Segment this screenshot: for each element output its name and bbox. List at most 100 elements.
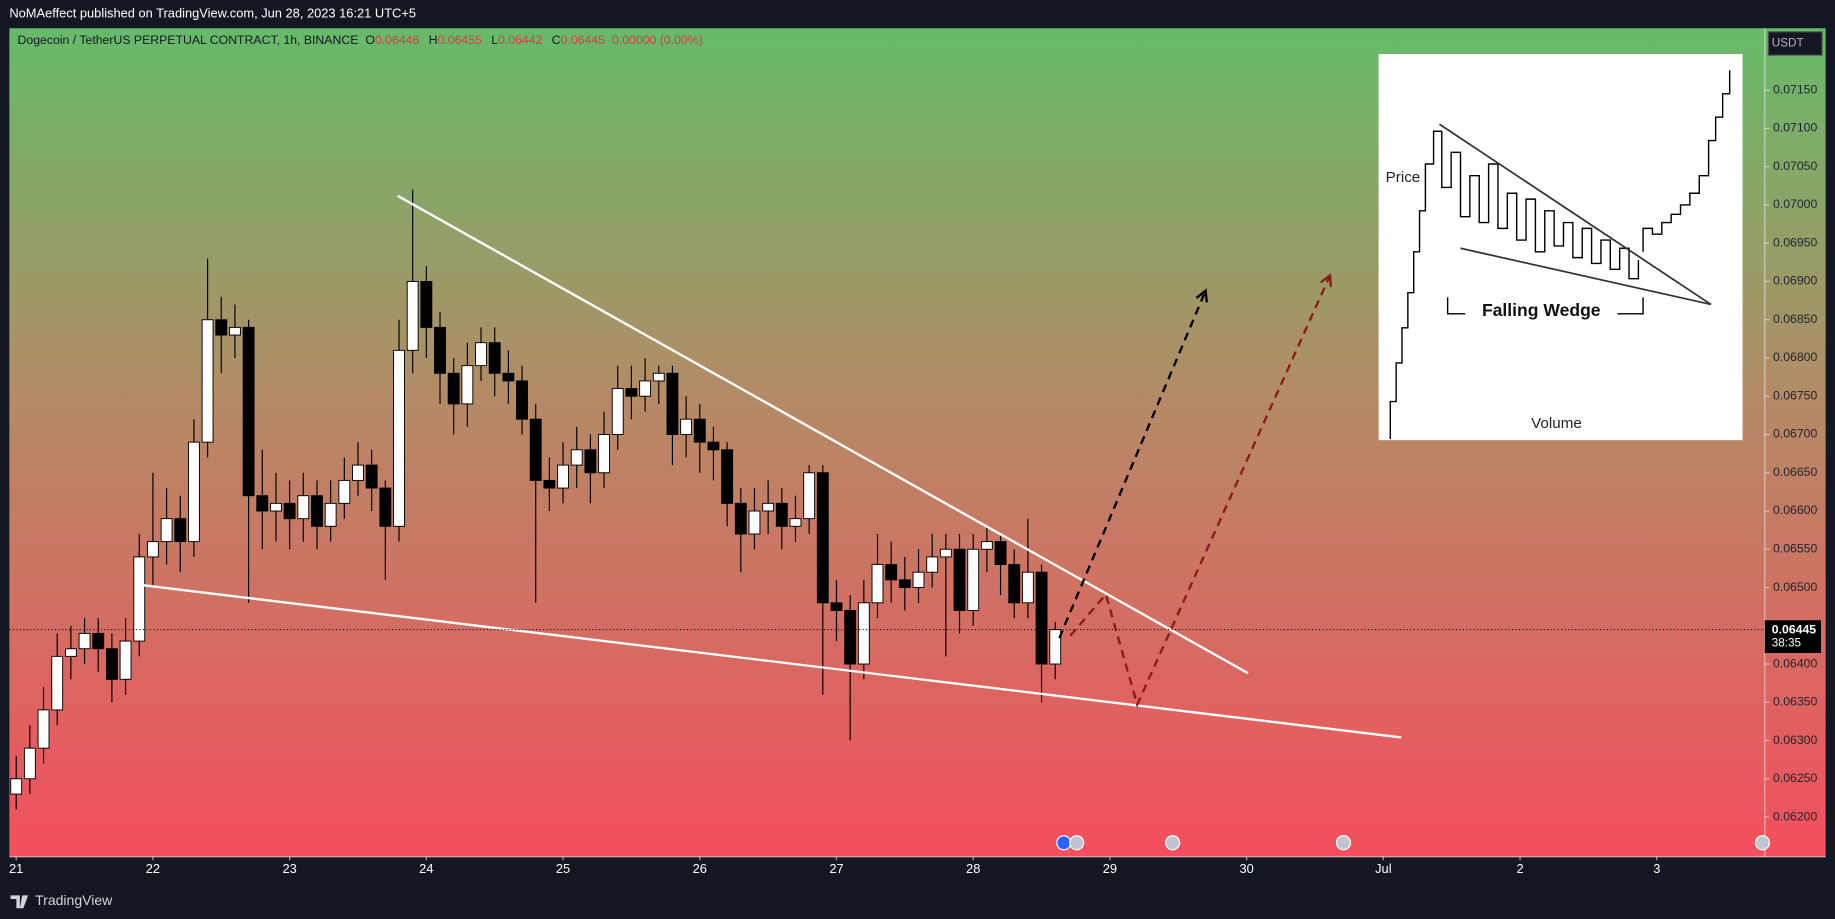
y-tick-label: 0.06350	[1773, 695, 1818, 709]
x-tick-label: Jul	[1375, 861, 1391, 876]
candle-body	[352, 464, 364, 481]
candle-body	[775, 502, 788, 527]
candle-body	[1035, 571, 1048, 665]
y-tick-label: 0.06200	[1773, 809, 1818, 823]
candle-body	[1049, 629, 1062, 665]
brand-logo	[10, 895, 29, 909]
candle-body	[133, 556, 146, 642]
candle-body	[201, 319, 214, 443]
y-tick-label: 0.06800	[1773, 350, 1818, 364]
candle-body	[803, 472, 816, 520]
countdown: 38:35	[1772, 637, 1802, 650]
candle-body	[461, 365, 474, 405]
candle-body	[652, 372, 665, 382]
event-icons	[1056, 835, 1771, 851]
last-price-label: 0.06445	[1772, 622, 1817, 636]
candle-body	[543, 479, 556, 489]
y-tick-label: 0.06500	[1773, 580, 1818, 594]
candle-body	[598, 434, 611, 474]
symbol-legend: Dogecoin / TetherUS PERPETUAL CONTRACT, …	[18, 33, 703, 47]
x-tick-label: 22	[146, 861, 160, 876]
candle-body	[420, 281, 433, 328]
candle-body	[10, 778, 23, 795]
event-icon	[1165, 835, 1181, 851]
candle-body	[734, 502, 747, 535]
candle-body	[502, 372, 515, 382]
candle-body	[297, 495, 310, 520]
x-tick-label: 30	[1239, 861, 1253, 876]
candle-body	[64, 648, 77, 657]
event-icon	[1335, 835, 1352, 851]
candle-body	[311, 495, 323, 527]
candle-body	[283, 502, 296, 520]
candle-body	[37, 709, 50, 749]
candle-body	[393, 349, 405, 527]
candle-body	[570, 449, 583, 466]
candle-body	[762, 502, 775, 512]
ohlc-value: 0.06446	[375, 33, 420, 47]
candle-body	[693, 418, 706, 443]
candle-body	[256, 495, 269, 512]
candle-body	[338, 479, 351, 504]
event-icon	[1754, 835, 1771, 851]
inset-bracket	[1446, 297, 1644, 315]
x-tick-label: 24	[419, 861, 433, 876]
candle-body	[229, 326, 241, 336]
inset-lower-line	[1460, 247, 1712, 306]
symbol-title: Dogecoin / TetherUS PERPETUAL CONTRACT, …	[18, 33, 359, 47]
candle-body	[680, 418, 693, 435]
y-tick-label: 0.06700	[1773, 427, 1818, 441]
event-icon	[1069, 835, 1085, 851]
candle-body	[953, 548, 966, 611]
y-tick-label: 0.06300	[1773, 733, 1818, 747]
inset-price-label: Price	[1386, 169, 1421, 186]
candle-body	[557, 464, 569, 489]
y-tick-label: 0.06400	[1773, 656, 1818, 670]
candle-body	[721, 449, 734, 504]
y-tick-label: 0.06750	[1773, 388, 1818, 402]
candle-body	[816, 472, 829, 604]
candle-body	[78, 632, 91, 650]
x-tick-label: 26	[693, 861, 707, 876]
inset-background	[1378, 53, 1743, 441]
y-tick-label: 0.06950	[1773, 235, 1818, 249]
candle-body	[912, 571, 925, 588]
candle-body	[584, 449, 597, 474]
candle-body	[516, 380, 528, 420]
candle-body	[625, 388, 638, 397]
candle-body	[1021, 571, 1034, 604]
candle-body	[379, 487, 392, 527]
candle-body	[529, 418, 542, 481]
candle-body	[857, 602, 870, 665]
inset-image: Price Falling Wedge Volume	[1378, 53, 1743, 441]
arrow-head	[1319, 273, 1333, 288]
candle-body	[748, 510, 761, 535]
candle-body	[994, 541, 1007, 566]
candle-body	[666, 372, 679, 435]
candle-body	[242, 326, 255, 497]
candle-body	[967, 548, 980, 611]
x-tick-label: 27	[829, 861, 843, 876]
candle-body	[105, 648, 118, 680]
candle-body	[611, 388, 624, 435]
ohlc-key: L	[491, 33, 498, 47]
candle-body	[215, 319, 228, 336]
currency-box	[1767, 31, 1823, 56]
candle-body	[434, 326, 446, 374]
projection-line	[1058, 290, 1207, 639]
candle-body	[926, 556, 939, 573]
candle-body	[23, 747, 36, 780]
inset-zigzag	[1441, 131, 1640, 280]
trend-line	[136, 583, 1402, 739]
candle-body	[270, 502, 282, 512]
trend-line	[397, 194, 1249, 675]
y-tick-label: 0.07000	[1773, 197, 1818, 211]
event-icon	[1056, 835, 1072, 851]
candle-body	[174, 518, 187, 543]
candle-body	[187, 441, 200, 543]
change: 0.00000 (0.00%)	[612, 33, 703, 47]
candle-body	[871, 564, 884, 604]
y-tick-label: 0.06650	[1773, 465, 1818, 479]
ohlc-value: 0.06445	[561, 33, 606, 47]
x-tick-label: 25	[556, 861, 570, 876]
